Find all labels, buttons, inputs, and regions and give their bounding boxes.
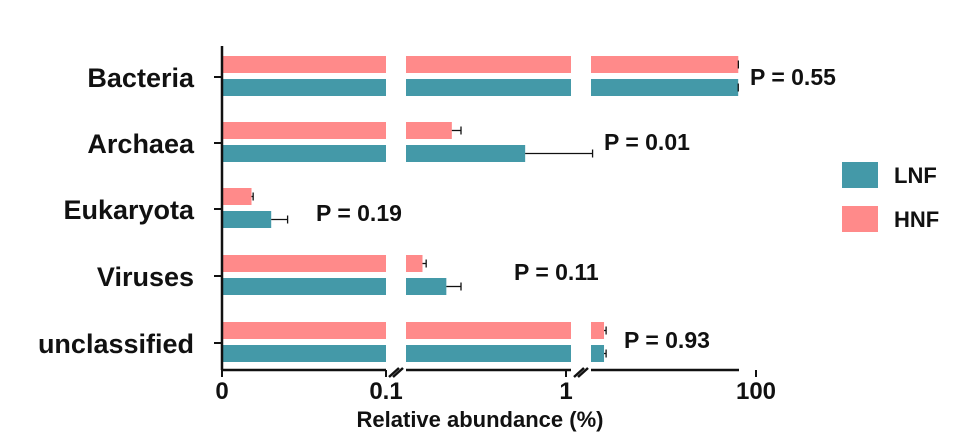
bar-bacteria-hnf-part2 — [406, 56, 571, 73]
bar-bacteria-lnf-part2 — [406, 79, 571, 96]
p-value-bacteria: P = 0.55 — [750, 64, 836, 90]
category-label-archaea: Archaea — [87, 129, 195, 159]
bar-bacteria-lnf-part3 — [591, 79, 739, 96]
x-tick-label-0: 0 — [215, 378, 228, 405]
p-value-unclassified: P = 0.93 — [624, 327, 710, 353]
bar-bacteria-hnf-part3 — [591, 56, 739, 73]
bar-unclassified-lnf-part2 — [406, 345, 571, 362]
x-axis-title: Relative abundance (%) — [357, 407, 604, 432]
axis-break-2-b — [577, 367, 589, 378]
legend-label-hnf: HNF — [894, 207, 939, 232]
x-tick-label-100: 100 — [736, 378, 776, 405]
legend: LNF HNF — [842, 162, 939, 232]
bars-layer — [222, 56, 740, 362]
axis-breaks — [388, 367, 589, 378]
x-tick-label-1: 1 — [559, 378, 572, 405]
axis-break-1-a — [388, 367, 400, 378]
p-value-archaea: P = 0.01 — [604, 129, 690, 155]
category-label-unclassified: unclassified — [38, 329, 194, 359]
category-label-bacteria: Bacteria — [87, 63, 195, 93]
bar-unclassified-lnf — [222, 345, 386, 362]
bar-archaea-lnf — [222, 145, 386, 162]
bar-bacteria-hnf — [222, 56, 386, 73]
bar-unclassified-lnf-part3 — [591, 345, 605, 362]
bar-eukaryota-lnf — [222, 211, 272, 228]
bar-viruses-lnf-part2 — [406, 278, 447, 295]
x-tick-label-0.1: 0.1 — [369, 378, 402, 405]
legend-swatch-hnf — [842, 206, 878, 232]
p-value-eukaryota: P = 0.19 — [316, 200, 402, 226]
bar-unclassified-hnf — [222, 322, 386, 339]
bar-archaea-hnf — [222, 122, 386, 139]
bar-archaea-hnf-part2 — [406, 122, 452, 139]
bar-unclassified-hnf-part2 — [406, 322, 571, 339]
category-label-eukaryota: Eukaryota — [63, 195, 195, 225]
category-label-viruses: Viruses — [97, 262, 194, 292]
axis-break-2-a — [573, 367, 585, 378]
p-value-viruses: P = 0.11 — [514, 259, 599, 285]
legend-label-lnf: LNF — [894, 163, 937, 188]
bar-viruses-hnf — [222, 255, 386, 272]
bar-archaea-lnf-part2 — [406, 145, 526, 162]
bar-unclassified-hnf-part3 — [591, 322, 605, 339]
bar-viruses-hnf-part2 — [406, 255, 423, 272]
bar-bacteria-lnf — [222, 79, 386, 96]
bar-eukaryota-hnf — [222, 188, 252, 205]
legend-swatch-lnf — [842, 162, 878, 188]
y-axis-labels: Bacteria Archaea Eukaryota Viruses unclassif… — [38, 63, 222, 359]
axis-break-1-b — [392, 367, 404, 378]
p-value-labels: P = 0.55 P = 0.01 P = 0.19 P = 0.11 P = 0.93 — [316, 64, 836, 353]
x-axis: 0 0.1 1 100 — [215, 368, 776, 405]
bar-viruses-lnf — [222, 278, 386, 295]
